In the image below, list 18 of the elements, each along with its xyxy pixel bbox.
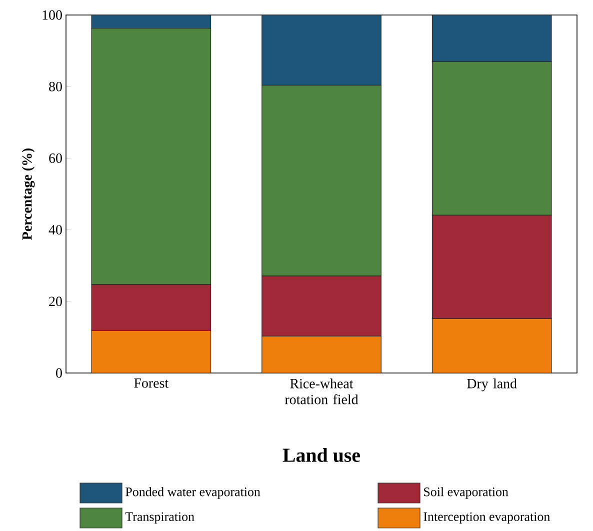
y-tick-label: 80 xyxy=(49,82,62,92)
y-tick-label: 40 xyxy=(48,225,62,235)
y-tick-label: 100 xyxy=(42,10,62,20)
y-axis-title: Percentage (%) xyxy=(22,148,35,240)
x-axis-title: Land use xyxy=(282,448,360,462)
legend-label: Ponded water evaporation xyxy=(126,487,260,499)
x-tick-label: Dry land xyxy=(467,378,517,392)
x-tick-label: Forest xyxy=(134,378,169,388)
y-tick-label: 60 xyxy=(49,153,62,163)
y-tick-label: 20 xyxy=(49,296,62,306)
y-tick-label: 0 xyxy=(56,368,62,378)
bar xyxy=(91,330,212,373)
x-tick-label: Rice-wheat rotation field xyxy=(284,378,358,404)
bar xyxy=(262,336,382,373)
legend-label: Transpiration xyxy=(125,512,194,524)
legend-label: Interception evaporation xyxy=(424,512,550,524)
legend-label: Soil evaporation xyxy=(424,487,508,499)
bar xyxy=(432,318,552,373)
